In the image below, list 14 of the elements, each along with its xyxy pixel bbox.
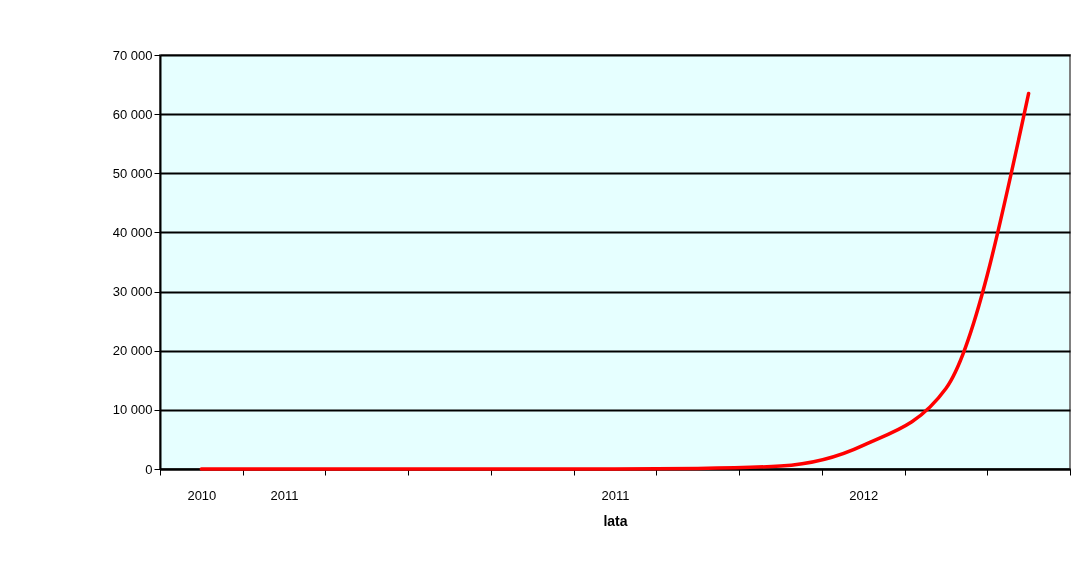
y-tick-label: 10 000: [112, 402, 153, 418]
y-tick-label: 0: [145, 461, 153, 477]
y-tick-label: 20 000: [112, 343, 153, 359]
y-tick-label: 70 000: [112, 47, 153, 63]
x-axis-title: lata: [603, 512, 628, 529]
x-tick-label: 2011: [270, 487, 299, 503]
y-tick-label: 40 000: [112, 224, 153, 240]
y-tick-label: 60 000: [112, 106, 153, 122]
x-tick-label: 2010: [187, 487, 217, 503]
x-tick-label: 2011: [601, 487, 630, 503]
line-series: [199, 91, 1031, 471]
x-tick-label: 2012: [849, 487, 879, 503]
y-tick-label: 50 000: [112, 165, 153, 181]
y-tick-label: 30 000: [112, 284, 153, 300]
